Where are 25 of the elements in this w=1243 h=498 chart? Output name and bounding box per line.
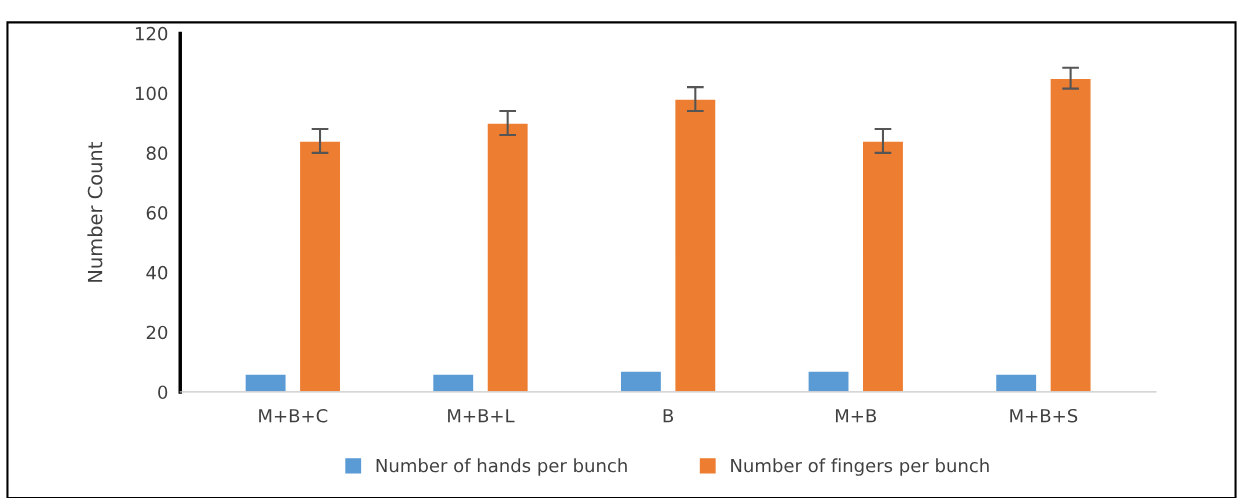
bar bbox=[807, 370, 850, 392]
bar bbox=[1049, 77, 1092, 392]
y-tick-label: 100 bbox=[135, 86, 168, 101]
bar bbox=[244, 373, 287, 392]
y-tick-label: 60 bbox=[146, 206, 168, 220]
x-tick-label: M+B+C bbox=[259, 408, 328, 423]
bar bbox=[861, 140, 905, 392]
bar bbox=[431, 373, 475, 392]
x-tick-label: M+B bbox=[835, 409, 877, 423]
bar bbox=[298, 140, 342, 392]
bar bbox=[486, 122, 530, 392]
legend-label: Number of fingers per bunch bbox=[731, 458, 989, 476]
y-axis-title: Number Count bbox=[87, 142, 103, 282]
y-tick-label: 40 bbox=[146, 265, 168, 280]
y-tick-label: 80 bbox=[146, 146, 168, 160]
bar bbox=[619, 370, 663, 392]
bar bbox=[994, 373, 1038, 392]
bar bbox=[673, 98, 717, 392]
x-tick-label: M+B+L bbox=[448, 409, 515, 423]
y-tick-label: 120 bbox=[135, 26, 168, 41]
legend-label: Number of hands per bunch bbox=[376, 458, 627, 476]
y-tick-label: 20 bbox=[146, 325, 168, 340]
x-tick-label: M+B+S bbox=[1010, 408, 1078, 423]
y-tick-label: 0 bbox=[158, 385, 168, 400]
x-tick-label: B bbox=[663, 409, 674, 423]
